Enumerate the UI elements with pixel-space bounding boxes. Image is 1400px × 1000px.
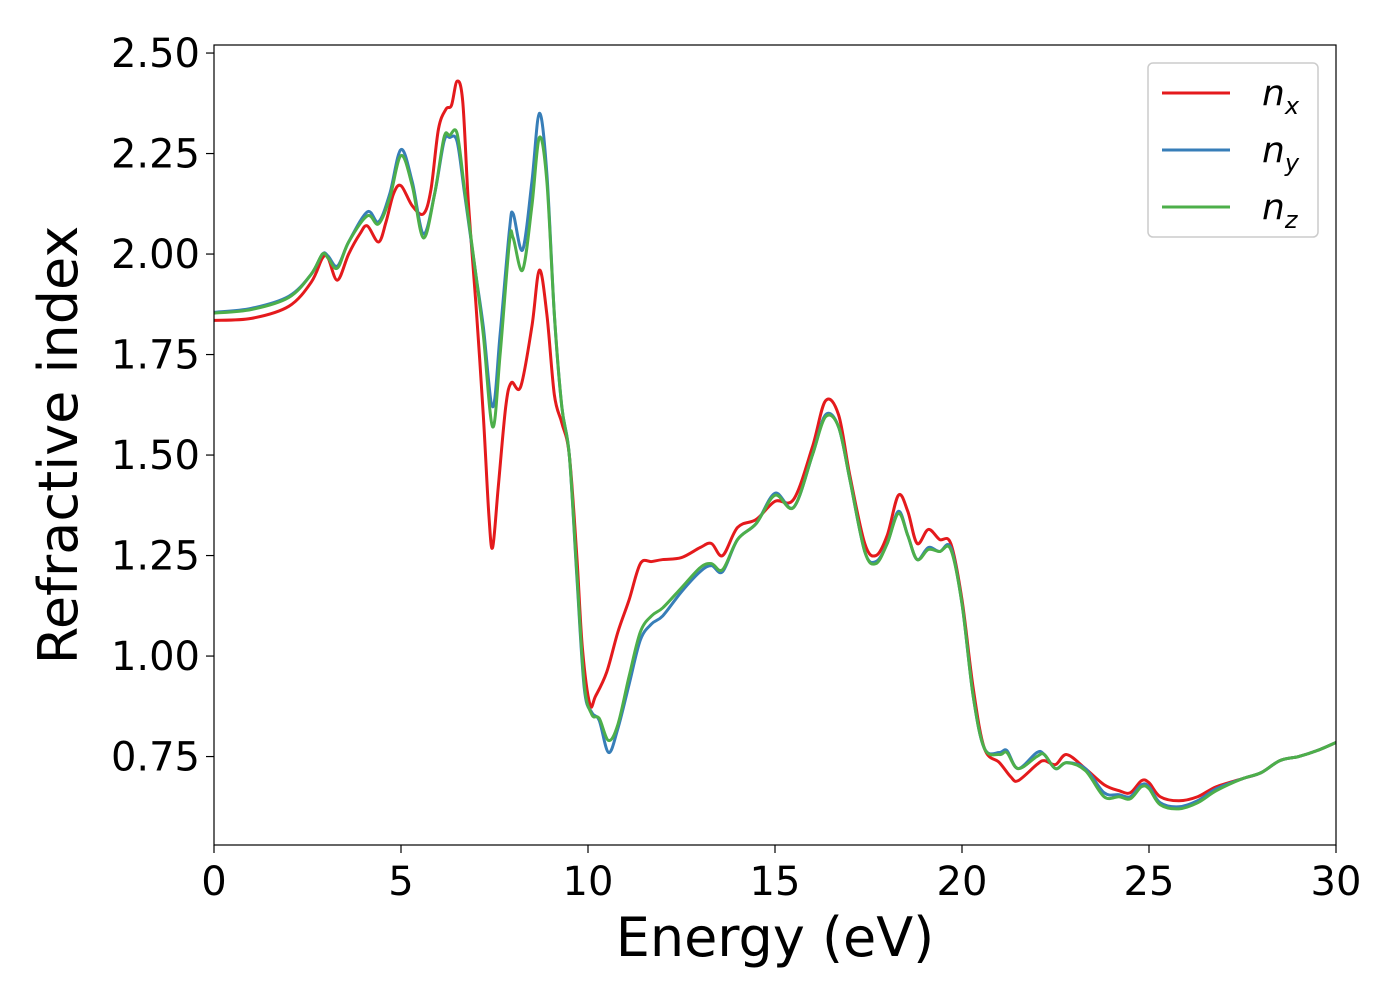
x-tick-label: 10 <box>563 859 614 905</box>
series-line-z <box>214 128 1336 811</box>
legend-label-x: nx <box>1262 73 1300 120</box>
y-tick-label: 1.50 <box>111 433 200 479</box>
y-tick-label: 2.00 <box>111 232 200 278</box>
x-tick-label: 5 <box>388 859 413 905</box>
legend-box <box>1147 62 1319 238</box>
x-axis-ticks: 0 5 10 15 20 25 30 <box>201 845 1361 905</box>
x-tick-label: 20 <box>937 859 988 905</box>
y-tick-label: 1.25 <box>111 534 200 580</box>
legend-label-z: nz <box>1262 187 1299 234</box>
legend: nx ny nz <box>1147 62 1319 238</box>
x-tick-label: 15 <box>750 859 801 905</box>
y-axis-ticks: 0.75 1.00 1.25 1.50 1.75 2.00 2.25 2.50 <box>111 31 214 781</box>
y-tick-label: 1.00 <box>111 634 200 680</box>
x-tick-label: 30 <box>1311 859 1362 905</box>
y-tick-label: 2.50 <box>111 31 200 77</box>
series-line-x <box>214 79 1336 803</box>
y-tick-label: 0.75 <box>111 735 200 781</box>
y-tick-label: 1.75 <box>111 333 200 379</box>
series-lines <box>214 79 1336 811</box>
legend-label-y: ny <box>1262 130 1300 177</box>
x-tick-label: 25 <box>1124 859 1175 905</box>
y-axis-title: Refractive index <box>27 226 90 665</box>
x-axis-title: Energy (eV) <box>616 906 935 969</box>
y-tick-label: 2.25 <box>111 132 200 178</box>
x-tick-label: 0 <box>201 859 226 905</box>
